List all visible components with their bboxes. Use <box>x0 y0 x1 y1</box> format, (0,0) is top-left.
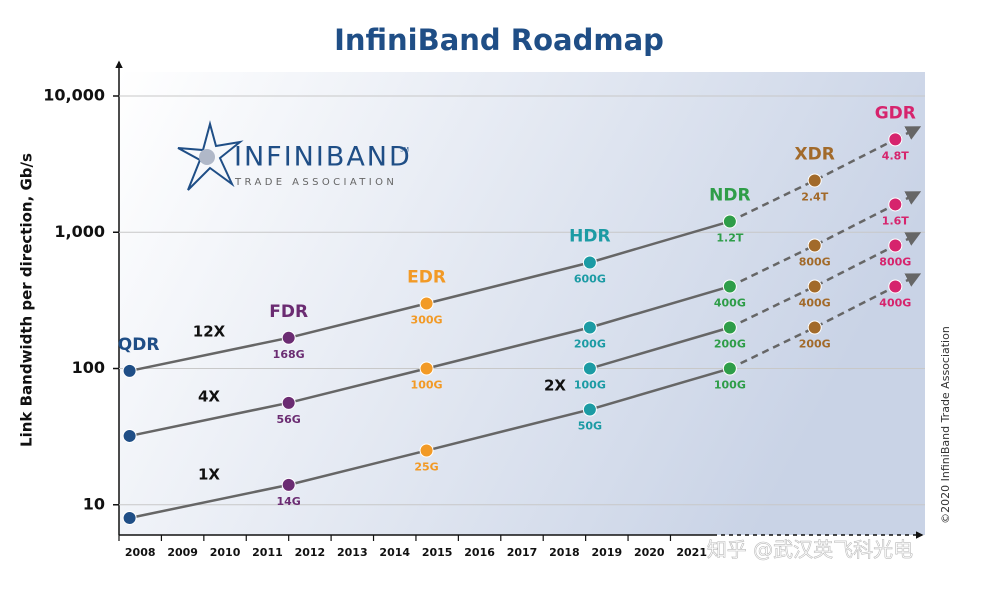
value-label: 100G <box>574 379 606 392</box>
series-line <box>589 326 731 370</box>
generation-label: GDR <box>875 103 916 123</box>
generation-label: QDR <box>118 335 160 355</box>
point <box>122 428 137 443</box>
point <box>419 443 434 458</box>
value-label: 168G <box>273 348 305 361</box>
value-label: 1.6T <box>882 214 909 227</box>
series-label: 4X <box>198 388 220 406</box>
point <box>122 363 137 378</box>
logo: INFINIBAND SM TRADE ASSOCIATION <box>177 120 412 191</box>
value-label: 56G <box>277 413 301 426</box>
x-tick-label: 2009 <box>167 546 198 559</box>
x-tick-label: 2018 <box>549 546 580 559</box>
point <box>582 255 597 270</box>
generation-label: EDR <box>407 268 446 288</box>
value-label: 800G <box>799 255 831 268</box>
value-label: 200G <box>714 337 746 350</box>
value-label: 600G <box>574 272 606 285</box>
point <box>281 395 296 410</box>
value-label: 300G <box>411 314 443 327</box>
y-tick-label: 100 <box>72 358 105 377</box>
generation-label: FDR <box>269 302 308 322</box>
x-tick-label: 2015 <box>422 546 453 559</box>
x-tick-label: 2008 <box>125 546 156 559</box>
point <box>807 279 822 294</box>
point <box>281 477 296 492</box>
value-label: 400G <box>799 296 831 309</box>
point <box>582 402 597 417</box>
value-label: 4.8T <box>882 149 909 162</box>
generation-label: HDR <box>569 226 610 246</box>
value-label: 100G <box>714 379 746 392</box>
x-tick-label: 2016 <box>464 546 495 559</box>
copyright: ©2020 InfiniBand Trade Association <box>939 326 952 524</box>
x-tick-label: 2012 <box>295 546 326 559</box>
point <box>419 296 434 311</box>
y-axis-label: Link Bandwidth per direction, Gb/s <box>18 153 36 447</box>
value-label: 400G <box>714 296 746 309</box>
y-tick-label: 1,000 <box>54 222 105 241</box>
point <box>122 510 137 525</box>
y-tick-label: 10 <box>83 494 105 513</box>
point <box>888 132 903 147</box>
value-label: 25G <box>414 461 438 474</box>
plot-area <box>119 72 925 535</box>
value-label: 2.4T <box>801 190 828 203</box>
x-tick-label: 2014 <box>379 546 410 559</box>
point <box>888 197 903 212</box>
x-tick-label: 2011 <box>252 546 283 559</box>
value-label: 200G <box>799 337 831 350</box>
value-label: 400G <box>879 296 911 309</box>
x-tick-label: 2021 <box>676 546 707 559</box>
point <box>807 320 822 335</box>
point <box>722 214 737 229</box>
point <box>722 320 737 335</box>
series-label: 2X <box>544 377 566 395</box>
value-label: 800G <box>879 255 911 268</box>
x-tick-label: 2013 <box>337 546 368 559</box>
series-label: 1X <box>198 466 220 484</box>
x-tick-label: 2010 <box>210 546 241 559</box>
y-tick-label: 10,000 <box>43 85 105 104</box>
value-label: 14G <box>277 495 301 508</box>
point <box>582 320 597 335</box>
x-tick-label: 2020 <box>634 546 665 559</box>
generation-label: NDR <box>709 185 750 205</box>
x-tick-label: 2017 <box>507 546 538 559</box>
watermark: 知乎 @武汉英飞科光电 <box>707 538 913 562</box>
point <box>807 238 822 253</box>
point <box>582 361 597 376</box>
point <box>888 238 903 253</box>
logo-name: INFINIBAND <box>234 142 412 173</box>
point <box>419 361 434 376</box>
x-tick-label: 2019 <box>592 546 623 559</box>
value-label: 1.2T <box>716 231 743 244</box>
chart-title: InfiniBand Roadmap <box>334 23 664 57</box>
point <box>722 361 737 376</box>
logo-dot <box>199 149 215 165</box>
value-label: 100G <box>411 379 443 392</box>
logo-mark <box>177 120 244 191</box>
logo-mark-text: SM <box>400 147 409 154</box>
value-label: 50G <box>578 420 602 433</box>
point <box>281 330 296 345</box>
point <box>888 279 903 294</box>
point <box>722 279 737 294</box>
series-label: 12X <box>193 323 226 341</box>
logo-subtitle: TRADE ASSOCIATION <box>234 177 397 188</box>
point <box>807 173 822 188</box>
value-label: 200G <box>574 337 606 350</box>
generation-label: XDR <box>795 144 835 164</box>
